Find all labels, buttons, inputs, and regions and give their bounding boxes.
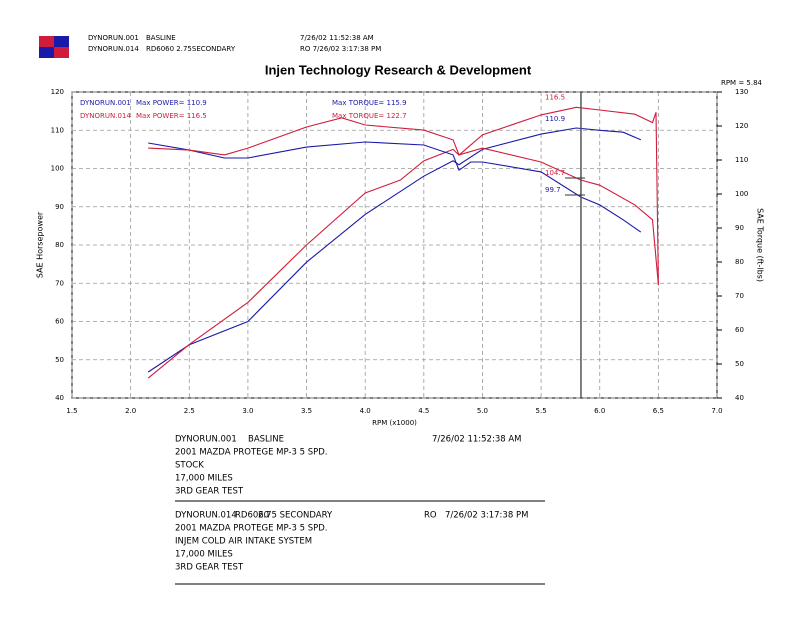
- note-head: DYNORUN.014: [175, 511, 237, 521]
- x-tick-label: 5.5: [536, 407, 547, 415]
- legend-run: DYNORUN.001: [80, 99, 131, 107]
- header-text: DYNORUN.014: [88, 45, 139, 53]
- logo: [39, 36, 69, 58]
- note-head: BASLINE: [248, 435, 284, 445]
- note-line: 2001 MAZDA PROTEGE MP-3 5 SPD.: [175, 524, 328, 534]
- x-tick-label: 3.5: [301, 407, 312, 415]
- x-tick-label: 7.0: [711, 407, 722, 415]
- legend-run: DYNORUN.014: [80, 112, 131, 120]
- y-tick-label: 110: [51, 126, 64, 134]
- y2-tick-label: 70: [735, 292, 744, 300]
- y-axis-label: SAE Horsepower: [36, 211, 45, 278]
- header-text: BASLINE: [146, 34, 176, 42]
- note-head: RO: [424, 511, 437, 521]
- note-head: 2.75 SECONDARY: [258, 511, 333, 521]
- x-tick-label: 6.5: [653, 407, 664, 415]
- note-line: 2001 MAZDA PROTEGE MP-3 5 SPD.: [175, 448, 328, 458]
- y-tick-label: 90: [55, 203, 64, 211]
- series-line: [148, 141, 642, 233]
- note-head: DYNORUN.001: [175, 435, 237, 445]
- note-line: INJEM COLD AIR INTAKE SYSTEM: [175, 537, 312, 547]
- y-tick-label: 70: [55, 279, 64, 287]
- legend-torque: Max TORQUE= 122.7: [332, 112, 407, 120]
- cursor-value: 99.7: [545, 186, 561, 194]
- note-line: 3RD GEAR TEST: [175, 487, 244, 497]
- x-tick-label: 4.0: [360, 407, 371, 415]
- header-text: RD6060 2.75SECONDARY: [146, 45, 236, 53]
- note-line: 17,000 MILES: [175, 474, 233, 484]
- y2-tick-label: 50: [735, 360, 744, 368]
- y-tick-label: 50: [55, 356, 64, 364]
- note-head: 7/26/02 11:52:38 AM: [432, 435, 522, 445]
- y2-tick-label: 100: [735, 190, 748, 198]
- y-tick-label: 120: [51, 88, 64, 96]
- y2-tick-label: 110: [735, 156, 748, 164]
- y2-tick-label: 40: [735, 394, 744, 402]
- note-head: RD6060: [235, 511, 269, 521]
- legend-torque: Max TORQUE= 115.9: [332, 99, 407, 107]
- header-text: DYNORUN.001: [88, 34, 139, 42]
- header-text: 7/26/02 11:52:38 AM: [300, 34, 374, 42]
- series-line: [148, 117, 659, 286]
- y2-tick-label: 60: [735, 326, 744, 334]
- cursor-value: 110.9: [545, 115, 565, 123]
- note-head: 7/26/02 3:17:38 PM: [445, 511, 528, 521]
- cursor-value: 104.7: [545, 169, 565, 177]
- y-tick-label: 100: [51, 165, 64, 173]
- x-tick-label: 6.0: [594, 407, 605, 415]
- x-tick-label: 2.0: [125, 407, 136, 415]
- legend-power: Max POWER= 110.9: [136, 99, 207, 107]
- chart-title: Injen Technology Research & Development: [265, 62, 532, 77]
- x-tick-label: 5.0: [477, 407, 488, 415]
- x-tick-label: 4.5: [418, 407, 429, 415]
- cursor-value: 116.5: [545, 93, 565, 101]
- x-tick-label: 3.0: [242, 407, 253, 415]
- y-tick-label: 40: [55, 394, 64, 402]
- y2-tick-label: 90: [735, 224, 744, 232]
- cursor-label: RPM = 5.84: [721, 79, 763, 87]
- x-tick-label: 2.5: [184, 407, 195, 415]
- y2-tick-label: 120: [735, 122, 748, 130]
- x-axis-label: RPM (x1000): [372, 419, 417, 427]
- y2-tick-label: 130: [735, 88, 748, 96]
- y2-tick-label: 80: [735, 258, 744, 266]
- x-tick-label: 1.5: [66, 407, 77, 415]
- note-line: 17,000 MILES: [175, 550, 233, 560]
- y2-axis-label: SAE Torque (ft-lbs): [756, 208, 765, 282]
- note-line: STOCK: [175, 461, 204, 471]
- y-tick-label: 80: [55, 241, 64, 249]
- header-text: RO 7/26/02 3:17:38 PM: [300, 45, 381, 53]
- note-line: 3RD GEAR TEST: [175, 563, 244, 573]
- y-tick-label: 60: [55, 318, 64, 326]
- legend-power: Max POWER= 116.5: [136, 112, 207, 120]
